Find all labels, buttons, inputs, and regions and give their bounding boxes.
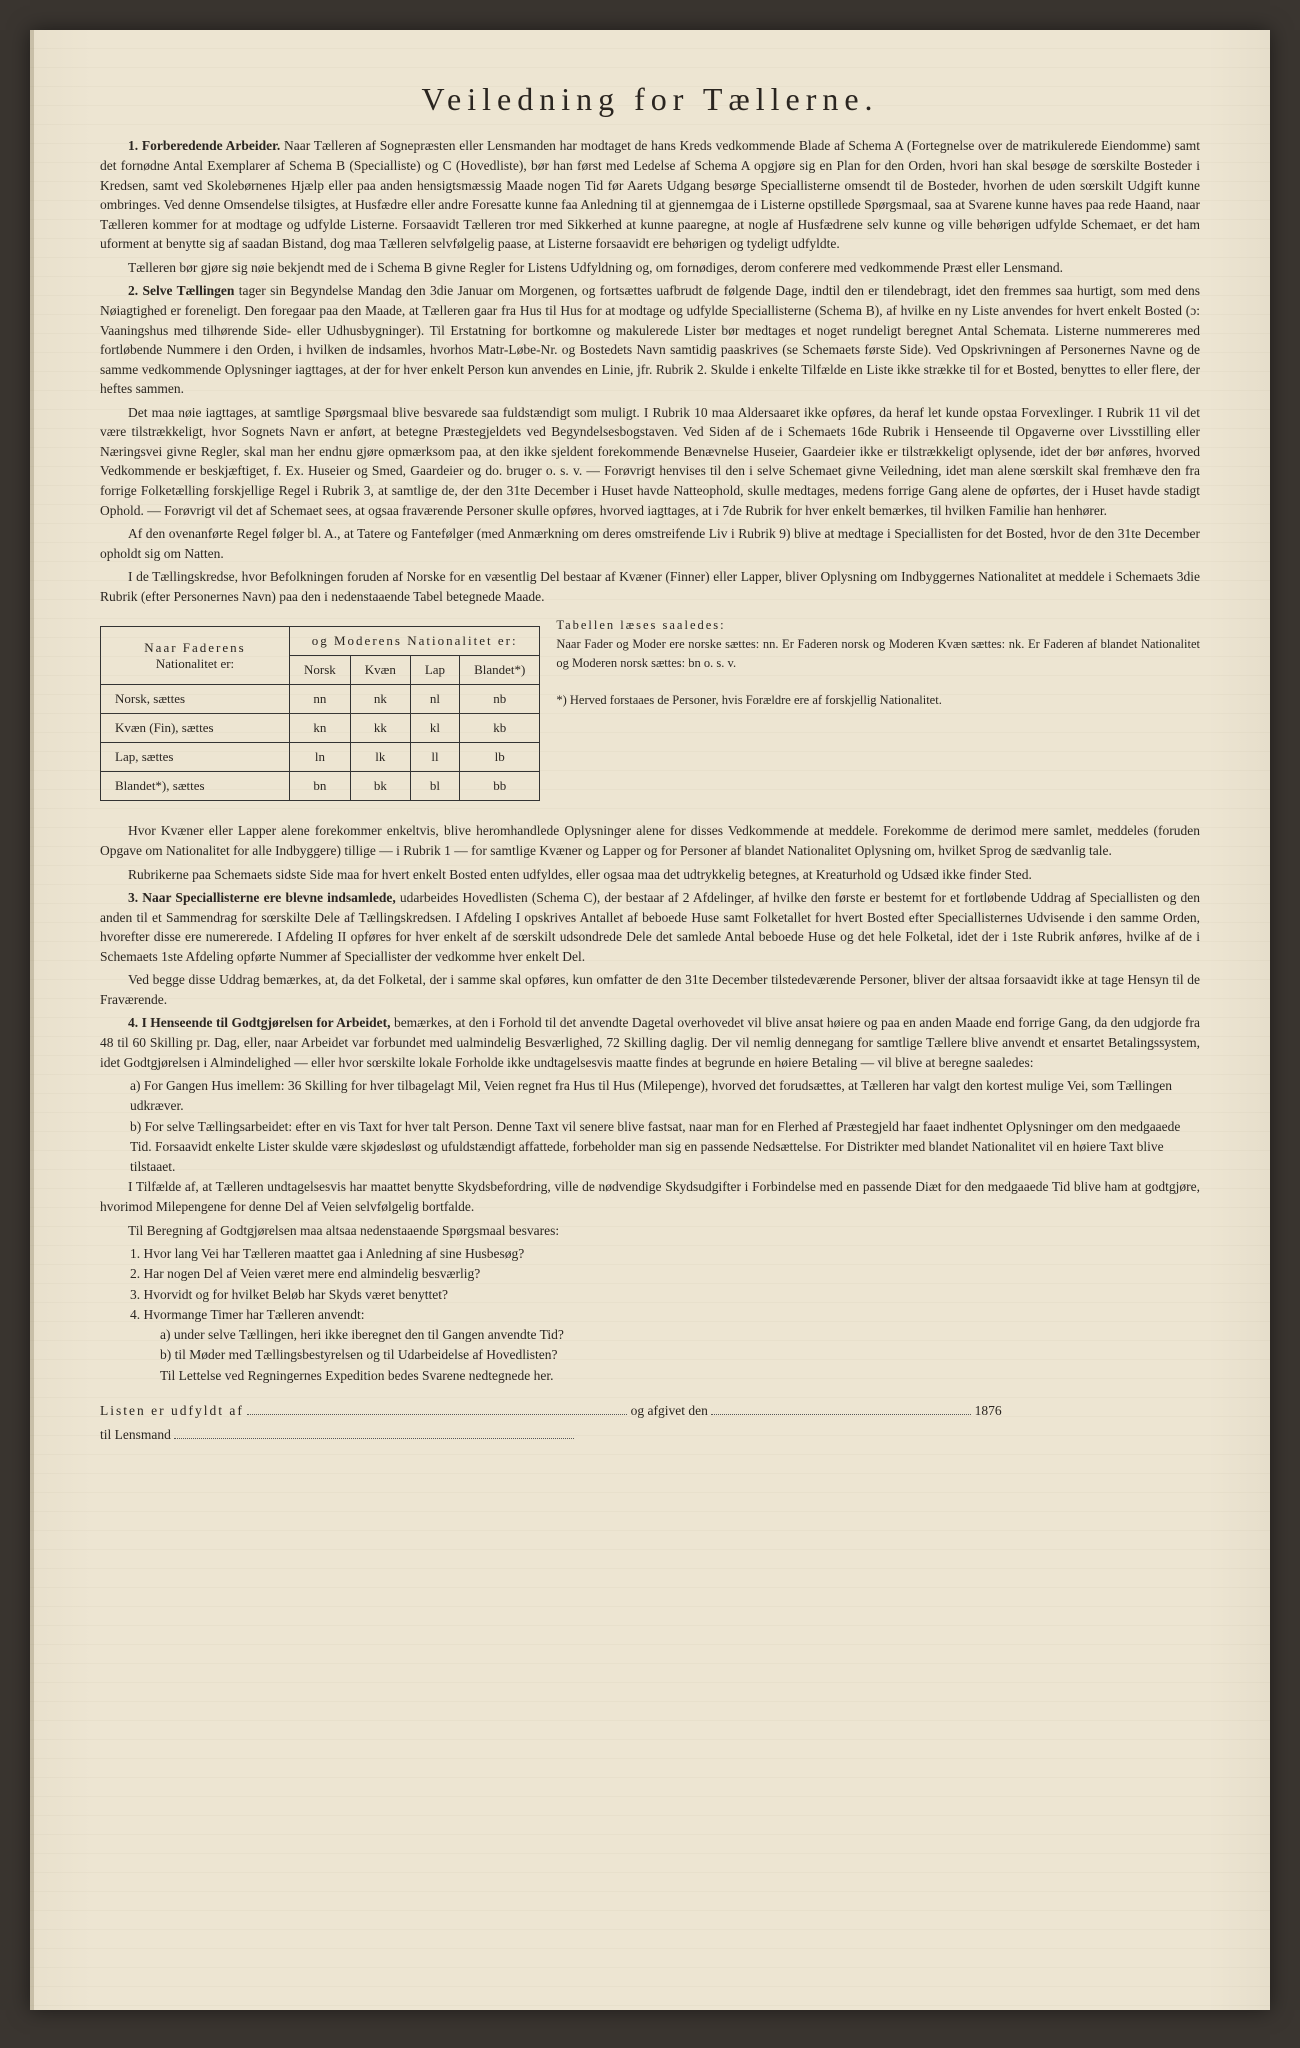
th-father: Naar Faderens Nationalitet er:: [101, 627, 290, 685]
col-kvaen: Kvæn: [350, 656, 410, 685]
section-1: 1. Forberedende Arbeider. Naar Tælleren …: [100, 136, 1200, 253]
footer-label-1: Listen er udfyldt af: [100, 1403, 244, 1418]
section-2-text: tager sin Begyndelse Mandag den 3die Jan…: [100, 283, 1200, 396]
section-1-text: Naar Tælleren af Sognepræsten eller Lens…: [100, 138, 1200, 251]
section-1-lead: 1. Forberedende Arbeider.: [128, 138, 280, 153]
page-title: Veiledning for Tællerne.: [100, 81, 1200, 118]
question-4: 4. Hvormange Timer har Tælleren anvendt:: [130, 1305, 1200, 1325]
footer-year: 1876: [975, 1403, 1002, 1418]
section-4-p3: Til Beregning af Godtgjørelsen maa altsa…: [100, 1221, 1200, 1241]
sub-item-b: b) For selve Tællingsarbeidet: efter en …: [130, 1117, 1200, 1178]
section-1-p2: Tælleren bør gjøre sig nøie bekjendt med…: [100, 258, 1200, 278]
section-3-p2: Ved begge disse Uddrag bemærkes, at, da …: [100, 970, 1200, 1009]
nationality-table: Naar Faderens Nationalitet er: og Modere…: [100, 626, 540, 801]
question-2: 2. Har nogen Del af Veien været mere end…: [130, 1264, 1200, 1284]
side-note: *) Herved forstaaes de Personer, hvis Fo…: [556, 693, 942, 707]
footer-label-2: og afgivet den: [631, 1403, 708, 1418]
question-3: 3. Hvorvidt og for hvilket Beløb har Sky…: [130, 1285, 1200, 1305]
table-row: Kvæn (Fin), sættes kn kk kl kb: [101, 714, 540, 743]
footer-signature: Listen er udfyldt af og afgivet den 1876…: [100, 1399, 1200, 1448]
col-lap: Lap: [410, 656, 459, 685]
section-2-p3: Af den ovenanførte Regel følger bl. A., …: [100, 524, 1200, 563]
table-row: Norsk, sættes nn nk nl nb: [101, 685, 540, 714]
question-end: Til Lettelse ved Regningernes Expedition…: [100, 1366, 1200, 1386]
footer-label-3: til Lensmand: [100, 1427, 171, 1442]
nationality-table-wrap: Naar Faderens Nationalitet er: og Modere…: [100, 616, 1200, 811]
section-4-p2: I Tilfælde af, at Tælleren undtagelsesvi…: [100, 1177, 1200, 1216]
section-2-p4: I de Tællingskredse, hvor Befolkningen f…: [100, 567, 1200, 606]
section-2: 2. Selve Tællingen tager sin Begyndelse …: [100, 281, 1200, 398]
post-table-p2: Rubrikerne paa Schemaets sidste Side maa…: [100, 865, 1200, 885]
section-3: 3. Naar Speciallisterne ere blevne indsa…: [100, 888, 1200, 966]
section-4: 4. I Henseende til Godtgjørelsen for Arb…: [100, 1013, 1200, 1072]
th-mother: og Moderens Nationalitet er:: [290, 627, 540, 656]
document-page: Veiledning for Tællerne. 1. Forberedende…: [30, 30, 1270, 2010]
section-2-lead: 2. Selve Tællingen: [128, 283, 234, 298]
table-row: Blandet*), sættes bn bk bl bb: [101, 772, 540, 801]
side-heading: Tabellen læses saaledes:: [556, 618, 725, 632]
post-table-p1: Hvor Kvæner eller Lapper alene forekomme…: [100, 821, 1200, 860]
question-4b: b) til Møder med Tællingsbestyrelsen og …: [160, 1345, 1200, 1365]
side-text: Naar Fader og Moder ere norske sættes: n…: [556, 637, 1200, 670]
table-row: Lap, sættes ln lk ll lb: [101, 743, 540, 772]
sub-item-a: a) For Gangen Hus imellem: 36 Skilling f…: [130, 1076, 1200, 1117]
col-norsk: Norsk: [290, 656, 351, 685]
section-2-p2: Det maa nøie iagttages, at samtlige Spør…: [100, 403, 1200, 520]
footer-blank-2: [711, 1414, 971, 1415]
footer-blank-1: [247, 1414, 627, 1415]
section-3-lead: 3. Naar Speciallisterne ere blevne indsa…: [128, 890, 396, 905]
section-4-lead: 4. I Henseende til Godtgjørelsen for Arb…: [128, 1015, 390, 1030]
question-4a: a) under selve Tællingen, heri ikke iber…: [160, 1325, 1200, 1345]
question-1: 1. Hvor lang Vei har Tælleren maattet ga…: [130, 1244, 1200, 1264]
footer-blank-3: [174, 1438, 574, 1439]
col-blandet: Blandet*): [460, 656, 540, 685]
table-side-notes: Tabellen læses saaledes: Naar Fader og M…: [556, 616, 1200, 710]
